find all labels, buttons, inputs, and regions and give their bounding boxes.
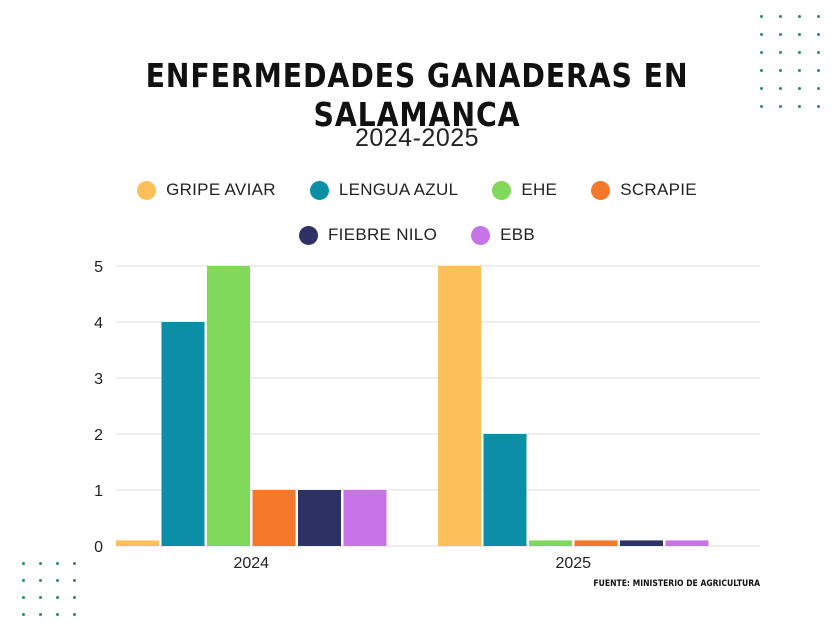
- y-tick-label-1: 1: [94, 483, 103, 500]
- decorative-dot: [22, 562, 25, 565]
- decorative-dot: [817, 105, 820, 108]
- decorative-dot: [73, 579, 76, 582]
- legend-swatch-scrapie: [591, 180, 611, 200]
- decorative-dot: [22, 596, 25, 599]
- y-tick-label-0: 0: [94, 539, 103, 556]
- legend-item-ehe: EHE: [492, 180, 557, 200]
- legend-swatch-ebb: [471, 225, 491, 245]
- decorative-dot: [760, 87, 763, 90]
- decorative-dot: [22, 579, 25, 582]
- decorative-dot: [817, 51, 820, 54]
- decorative-dot: [779, 51, 782, 54]
- decorative-dot: [73, 562, 76, 565]
- legend-label-fiebre-nilo: FIEBRE NILO: [327, 225, 438, 244]
- decorative-dot: [817, 87, 820, 90]
- bar-lengua-azul-2024: [161, 322, 205, 546]
- bar-ebb-2024: [343, 490, 387, 546]
- y-tick-label-3: 3: [94, 371, 103, 388]
- legend-swatch-lengua-azul: [309, 180, 329, 200]
- x-tick-label-2024: 2024: [233, 555, 269, 572]
- legend-swatch-gripe-aviar: [137, 180, 157, 200]
- decorative-dot: [798, 15, 801, 18]
- bar-gripe-aviar-2025: [438, 266, 481, 546]
- decorative-dot: [798, 105, 801, 108]
- decorative-dot: [779, 105, 782, 108]
- decorative-dot: [817, 69, 820, 72]
- bar-ehe-2024: [207, 266, 250, 546]
- decorative-dot: [779, 69, 782, 72]
- bar-gripe-aviar-2024: [116, 540, 159, 546]
- decorative-dot: [760, 15, 763, 18]
- decorative-dot: [760, 105, 763, 108]
- chart-subtitle: 2024-2025: [354, 124, 480, 152]
- bar-fiebre-nilo-2024: [298, 490, 341, 546]
- bar-fiebre-nilo-2025: [620, 540, 663, 546]
- decorative-dot: [798, 69, 801, 72]
- decorative-dot: [39, 613, 42, 616]
- x-tick-label-2025: 2025: [555, 555, 591, 572]
- legend-label-scrapie: SCRAPIE: [620, 180, 697, 199]
- legend-item-scrapie: SCRAPIE: [591, 180, 697, 200]
- decorative-dot: [39, 562, 42, 565]
- bar-ebb-2025: [665, 540, 709, 546]
- y-tick-label-4: 4: [94, 315, 103, 332]
- legend-item-lengua-azul: LENGUA AZUL: [309, 180, 459, 200]
- decorative-dot: [56, 579, 59, 582]
- bar-scrapie-2025: [574, 540, 618, 546]
- legend-label-ebb: EBB: [500, 225, 536, 244]
- bar-scrapie-2024: [252, 490, 296, 546]
- legend-label-gripe-aviar: GRIPE AVIAR: [166, 180, 276, 199]
- legend-item-ebb: EBB: [471, 225, 535, 245]
- decorative-dot: [760, 69, 763, 72]
- decorative-dot: [56, 562, 59, 565]
- decorative-dot: [798, 51, 801, 54]
- y-tick-label-2: 2: [94, 427, 103, 444]
- decorative-dot: [779, 87, 782, 90]
- legend-item-fiebre-nilo: FIEBRE NILO: [298, 225, 438, 245]
- decorative-dot: [760, 51, 763, 54]
- decorative-dot: [73, 596, 76, 599]
- decorative-dot: [73, 613, 76, 616]
- decorative-dot: [817, 15, 820, 18]
- decorative-dot: [760, 33, 763, 36]
- legend-row-2: FIEBRE NILO EBB: [0, 225, 834, 245]
- source-note: FUENTE: MINISTERIO DE AGRICULTURA: [593, 579, 760, 589]
- legend-label-ehe: EHE: [521, 180, 558, 199]
- decorative-dot: [817, 33, 820, 36]
- decorative-dot: [798, 87, 801, 90]
- decorative-dot: [779, 33, 782, 36]
- legend-swatch-ehe: [492, 180, 512, 200]
- chart-title: ENFERMEDADES GANADERAS EN SALAMANCA: [145, 56, 689, 134]
- decorative-dot: [798, 33, 801, 36]
- decorative-dot: [39, 596, 42, 599]
- legend-row-1: GRIPE AVIAR LENGUA AZUL EHE SCRAPIE: [0, 180, 834, 200]
- decorative-dot: [56, 613, 59, 616]
- decorative-dot: [56, 596, 59, 599]
- bar-ehe-2025: [529, 540, 572, 546]
- legend-label-lengua-azul: LENGUA AZUL: [338, 180, 459, 199]
- decorative-dot: [39, 579, 42, 582]
- legend-swatch-fiebre-nilo: [298, 225, 318, 245]
- y-tick-label-5: 5: [94, 259, 103, 276]
- decorative-dot: [779, 15, 782, 18]
- bar-lengua-azul-2025: [483, 434, 527, 546]
- legend-item-gripe-aviar: GRIPE AVIAR: [137, 180, 276, 200]
- decorative-dot: [22, 613, 25, 616]
